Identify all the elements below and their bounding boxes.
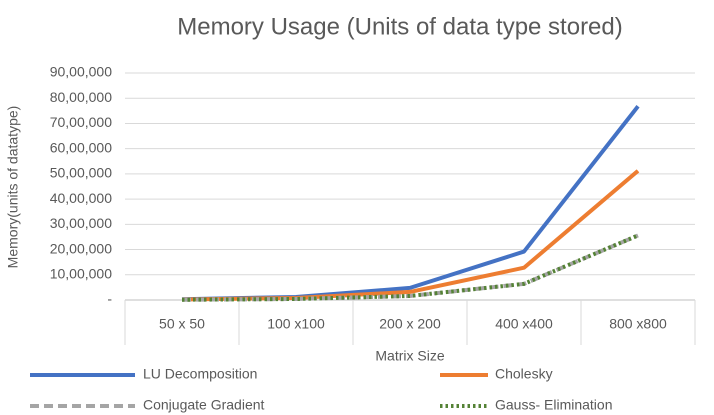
x-tick-label: 50 x 50: [159, 316, 205, 332]
x-tick-label: 100 x100: [267, 316, 325, 332]
x-axis-label: Matrix Size: [375, 348, 444, 364]
y-tick-label: 80,00,000: [50, 89, 112, 105]
y-tick-label: 40,00,000: [50, 190, 112, 206]
x-tick-label: 200 x 200: [379, 316, 441, 332]
legend-label: Cholesky: [495, 366, 553, 382]
legend-label: Conjugate Gradient: [143, 397, 265, 413]
y-tick-label: 30,00,000: [50, 215, 112, 231]
y-tick-label: 70,00,000: [50, 114, 112, 130]
y-tick-label: 90,00,000: [50, 64, 112, 80]
y-tick-label: 20,00,000: [50, 240, 112, 256]
chart-title: Memory Usage (Units of data type stored): [177, 13, 623, 40]
x-tick-label: 800 x800: [609, 316, 667, 332]
series-line: [181, 233, 639, 302]
x-tick-label: 400 x400: [495, 316, 553, 332]
y-axis-label: Memory(units of datatype): [5, 106, 21, 269]
series-line: [181, 169, 640, 302]
y-tick-label: 10,00,000: [50, 265, 112, 281]
y-tick-label: 60,00,000: [50, 139, 112, 155]
y-tick-label: 50,00,000: [50, 165, 112, 181]
series-line: [181, 105, 640, 302]
legend-label: LU Decomposition: [143, 366, 257, 382]
legend-label: Gauss- Elimination: [495, 397, 613, 413]
y-tick-label: -: [107, 291, 112, 307]
